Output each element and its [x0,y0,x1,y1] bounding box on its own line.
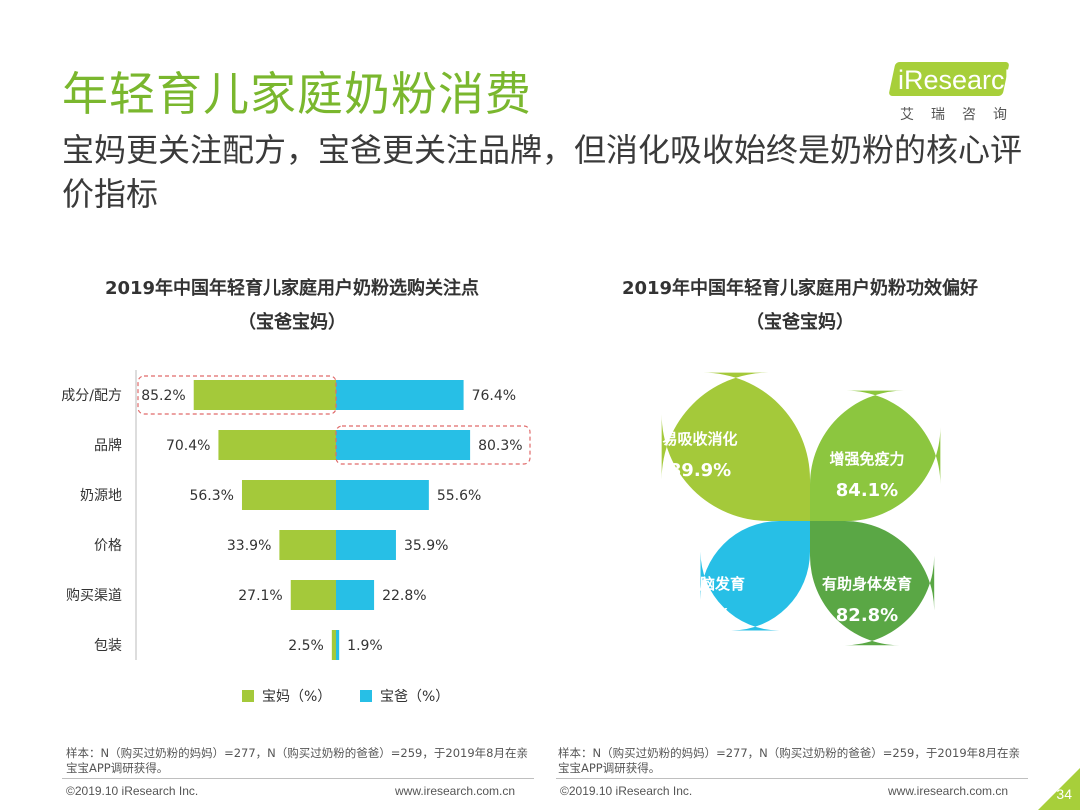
bar-mom [279,530,336,560]
value-label-mom: 33.9% [227,538,271,554]
left-chart-title: 2019年中国年轻育儿家庭用户奶粉选购关注点 （宝爸宝妈） [62,272,522,340]
value-label-dad: 76.4% [472,388,516,404]
value-label-dad: 35.9% [404,538,448,554]
petal-value: 82.8% [836,605,898,626]
petal-label: 有助身体发育 [822,575,912,593]
left-chart-title-line1: 2019年中国年轻育儿家庭用户奶粉选购关注点 [104,278,480,299]
bar-mom [241,480,336,510]
value-label-mom: 27.1% [238,588,282,604]
page-subtitle: 宝妈更关注配方，宝爸更关注品牌，但消化吸收始终是奶粉的核心评价指标 [62,131,1023,213]
legend-label-dad: 宝爸（%） [380,689,449,705]
legend-swatch-dad [360,690,372,702]
right-chart-title: 2019年中国年轻育儿家庭用户奶粉功效偏好 （宝爸宝妈） [560,272,1040,340]
bar-mom [218,430,336,460]
bar-dad [336,380,464,410]
petal-value: 89.9% [669,460,731,481]
page-title: 年轻育儿家庭奶粉消费 [62,67,532,121]
bar-mom [331,630,336,660]
right-chart-title-line2: （宝爸宝妈） [746,312,854,333]
value-label-dad: 1.9% [347,638,383,654]
petal-2 [810,390,941,521]
value-label-dad: 80.3% [478,438,522,454]
left-footer-divider [62,778,534,779]
legend-label-mom: 宝妈（%） [262,689,331,705]
right-footer-divider [556,778,1028,779]
value-label-mom: 56.3% [189,488,233,504]
bar-dad [336,430,471,460]
category-label: 品牌 [94,437,122,454]
bar-dad [336,480,429,510]
value-label-dad: 22.8% [382,588,426,604]
bar-mom [193,380,336,410]
highlight-box [335,425,531,465]
value-label-mom: 2.5% [288,638,324,654]
category-label: 价格 [94,538,122,554]
logo-text: iResearch [898,65,1020,95]
category-label: 包装 [94,638,122,654]
bar-mom [290,580,336,610]
logo-cn-text: 艾瑞咨询 [900,107,1024,123]
category-label: 购买渠道 [66,588,122,604]
petal-chart: 易吸收消化 89.9% 增强免疫力 84.1% 有助大脑发育 78.2% 有助身体发育 82.… [655,372,941,646]
left-url: www.iresearch.com.cn [395,784,516,798]
legend-swatch-mom [242,690,254,702]
left-sample-note: 样本：N（购买过奶粉的妈妈）=277，N（购买过奶粉的爸爸）=259，于2019… [66,746,528,775]
value-label-mom: 70.4% [166,438,210,454]
bar-dad [336,630,340,660]
petal-label: 易吸收消化 [662,430,737,448]
petal-value: 78.2% [669,605,731,626]
value-label-dad: 55.6% [437,488,481,504]
highlight-box [137,375,337,415]
left-copyright: ©2019.10 iResearch Inc. [66,784,199,798]
category-label: 奶源地 [80,488,122,504]
value-label-mom: 85.2% [141,388,185,404]
bar-dad [336,580,375,610]
right-sample-note: 样本：N（购买过奶粉的妈妈）=277，N（购买过奶粉的爸爸）=259，于2019… [558,746,1020,775]
petal-1 [661,372,810,521]
right-chart-title-line1: 2019年中国年轻育儿家庭用户奶粉功效偏好 [621,278,979,299]
right-url: www.iresearch.com.cn [888,784,1009,798]
bar-dad [336,530,396,560]
category-label: 成分/配方 [61,388,122,404]
butterfly-bar-chart: 成分/配方 85.2% 76.4% 品牌 70.4% 80.3% 奶源地 56.3% 55.6%… [61,370,531,705]
petal-4 [810,521,935,646]
petal-3 [700,521,810,631]
petal-label: 有助大脑发育 [655,575,745,593]
right-copyright: ©2019.10 iResearch Inc. [560,784,693,798]
left-chart-title-line2: （宝爸宝妈） [238,312,346,333]
petal-value: 84.1% [836,480,898,501]
page-number: 34 [1056,786,1072,802]
page-number-corner [1038,768,1080,810]
petal-label: 增强免疫力 [829,450,904,468]
